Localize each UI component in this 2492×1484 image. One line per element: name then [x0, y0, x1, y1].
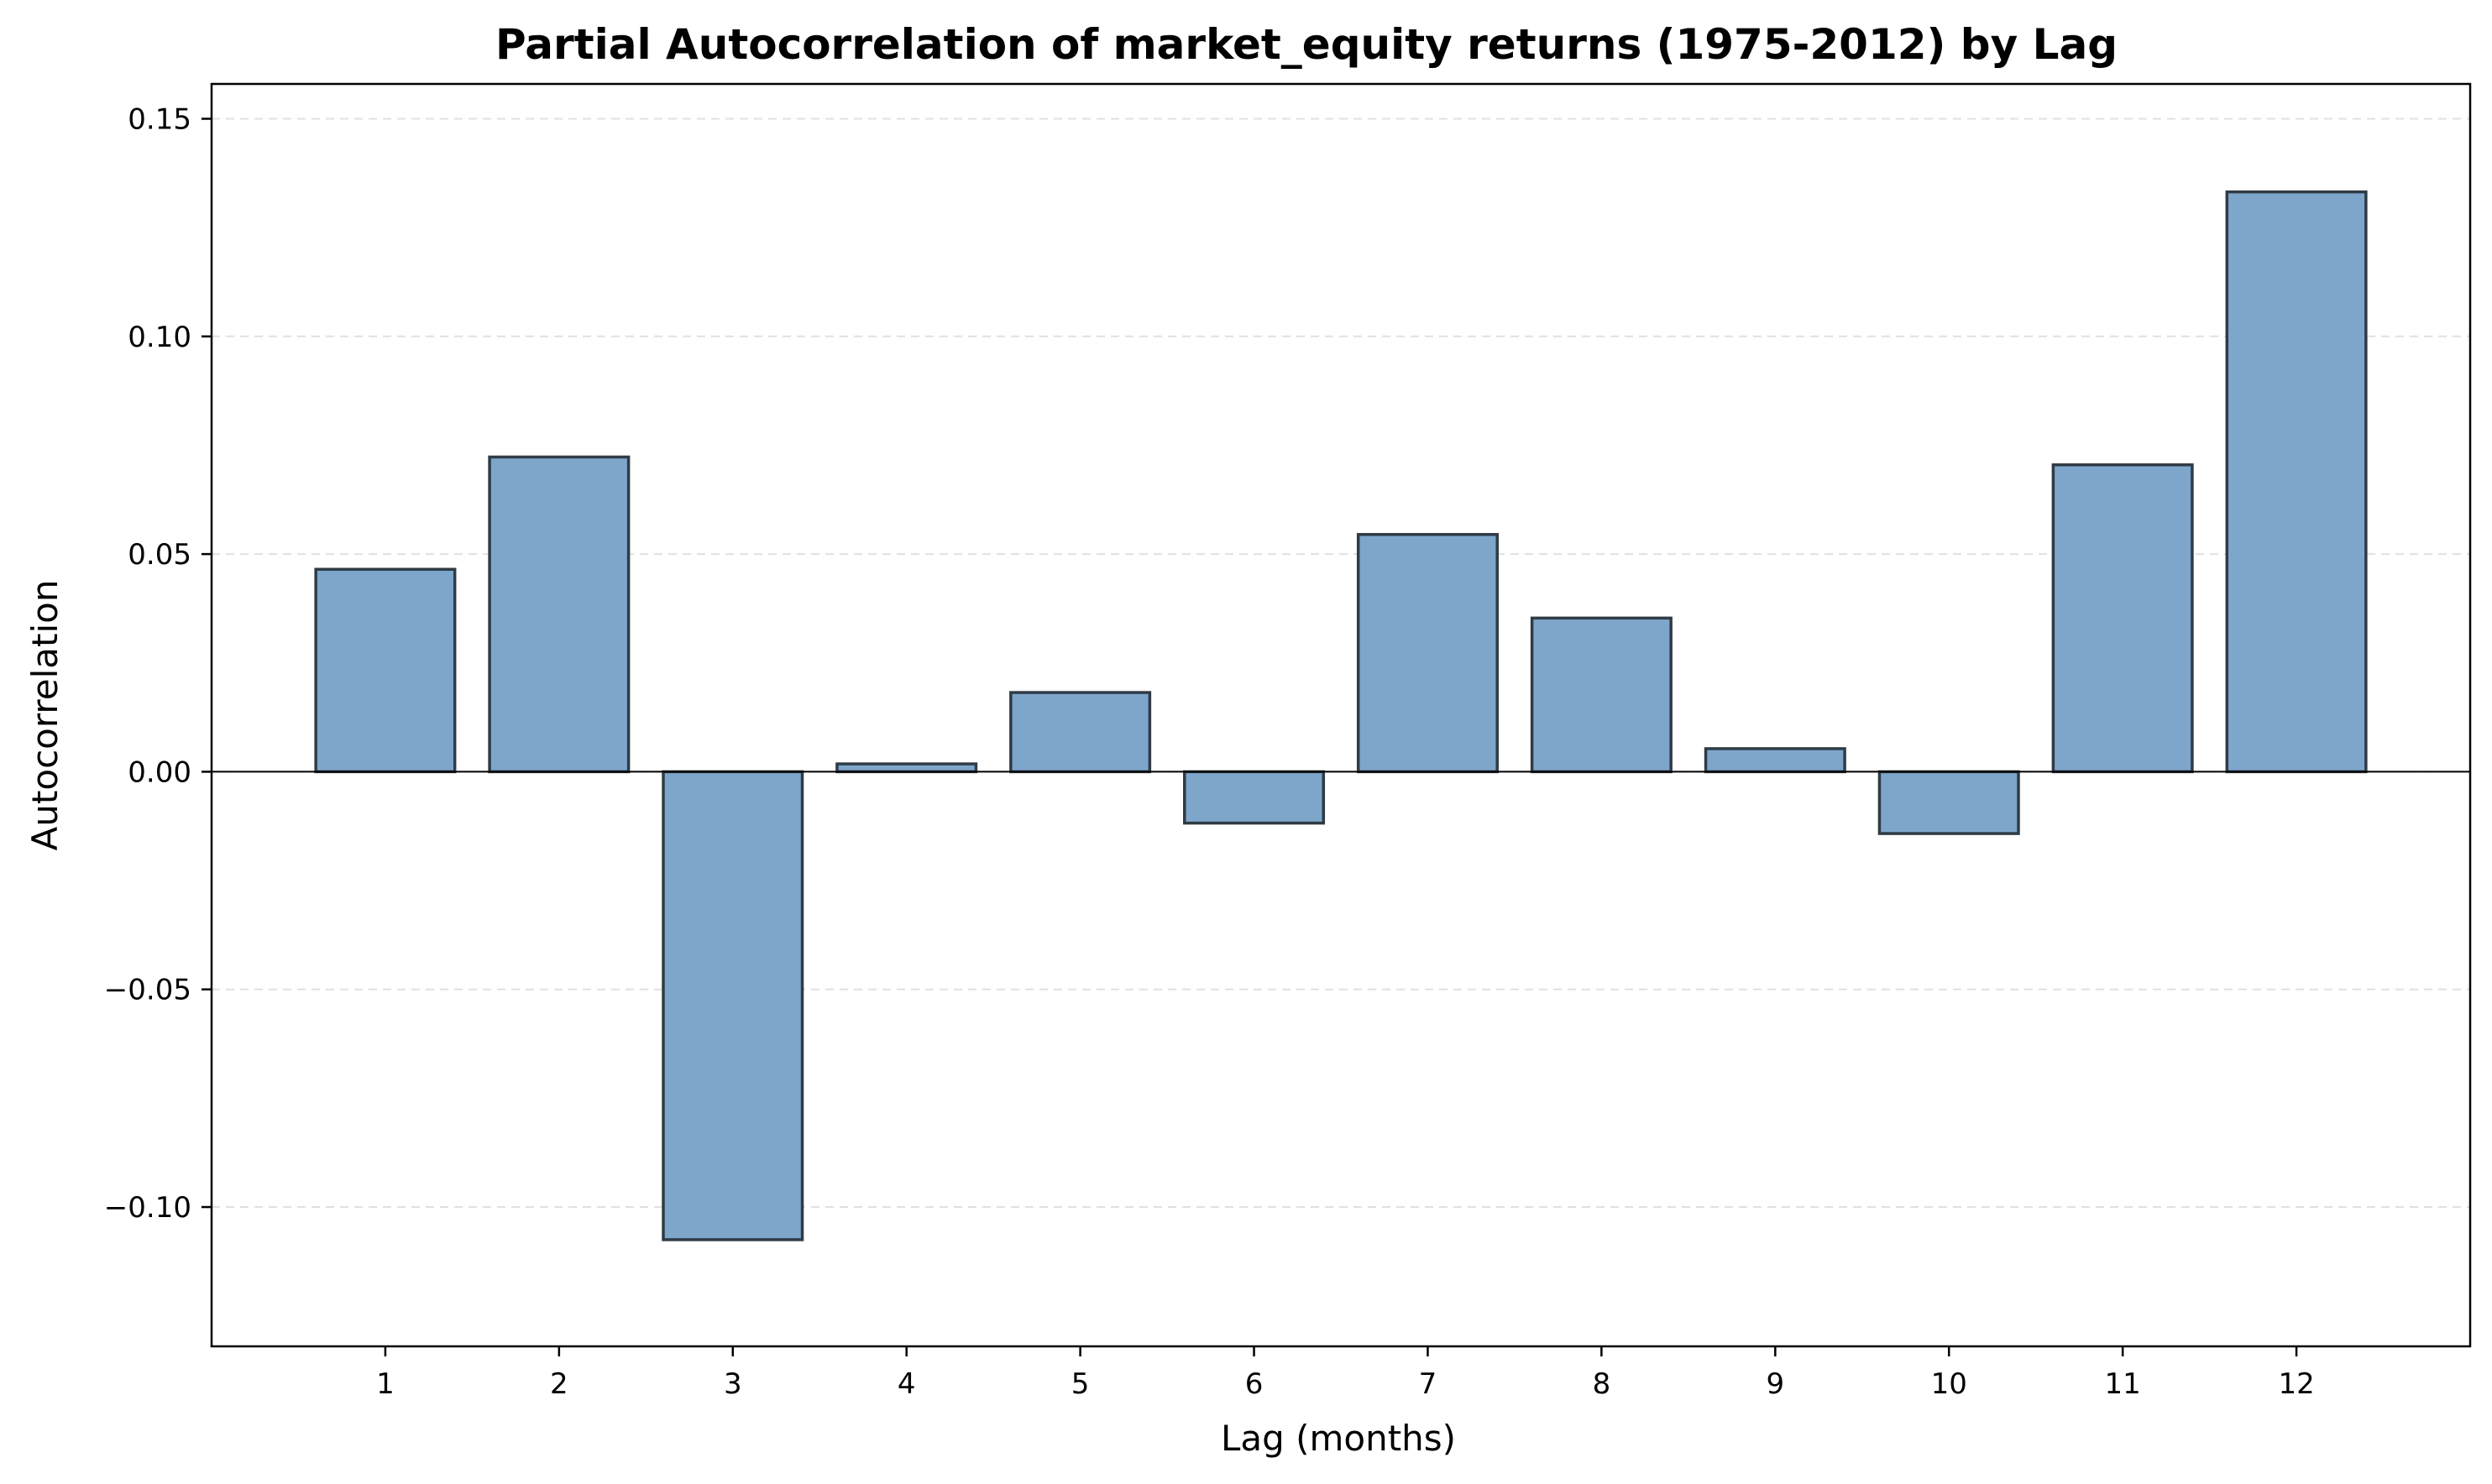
x-tick-label: 4: [898, 1367, 916, 1401]
y-tick-label: 0.05: [128, 538, 191, 572]
bar-lag-3: [662, 770, 804, 1241]
x-tick-label: 5: [1071, 1367, 1090, 1401]
x-axis-ticks: 1 2 3 4 5 6 7 8 9 10 11 12: [376, 1346, 2315, 1401]
bar-lag-12: [2225, 190, 2368, 774]
bar-lag-5: [1009, 691, 1152, 774]
y-tick-label: 0.15: [128, 102, 191, 136]
x-tick-label: 12: [2278, 1367, 2314, 1401]
bar-lag-1: [314, 567, 457, 774]
bar-lag-11: [2051, 463, 2194, 774]
plot-area: [210, 82, 2472, 1348]
bar-lag-10: [1877, 770, 2020, 835]
y-tick-label: −0.10: [104, 1191, 191, 1225]
x-tick-label: 3: [724, 1367, 742, 1401]
x-tick-label: 6: [1245, 1367, 1264, 1401]
bar-lag-6: [1183, 770, 1326, 825]
bar-lag-4: [835, 762, 978, 774]
x-tick-label: 2: [550, 1367, 568, 1401]
y-axis-label: Autocorrelation: [24, 580, 65, 851]
bar-lag-2: [488, 455, 631, 774]
bar-lag-9: [1704, 747, 1846, 774]
x-tick-label: 11: [2105, 1367, 2141, 1401]
bars: [314, 190, 2368, 1241]
x-tick-label: 10: [1931, 1367, 1967, 1401]
y-tick-label: −0.05: [104, 974, 191, 1007]
x-tick-label: 1: [376, 1367, 395, 1401]
x-tick-label: 8: [1593, 1367, 1611, 1401]
x-tick-label: 7: [1419, 1367, 1437, 1401]
x-axis-label: Lag (months): [1221, 1418, 1456, 1459]
y-tick-label: 0.00: [128, 755, 191, 789]
bar-lag-8: [1530, 616, 1673, 774]
bar-lag-7: [1356, 533, 1499, 774]
y-tick-label: 0.10: [128, 321, 191, 354]
chart-title: Partial Autocorrelation of market_equity…: [495, 20, 2118, 69]
y-axis-ticks: −0.10 −0.05 0.00 0.05 0.10 0.15: [104, 102, 212, 1225]
x-tick-label: 9: [1766, 1367, 1784, 1401]
